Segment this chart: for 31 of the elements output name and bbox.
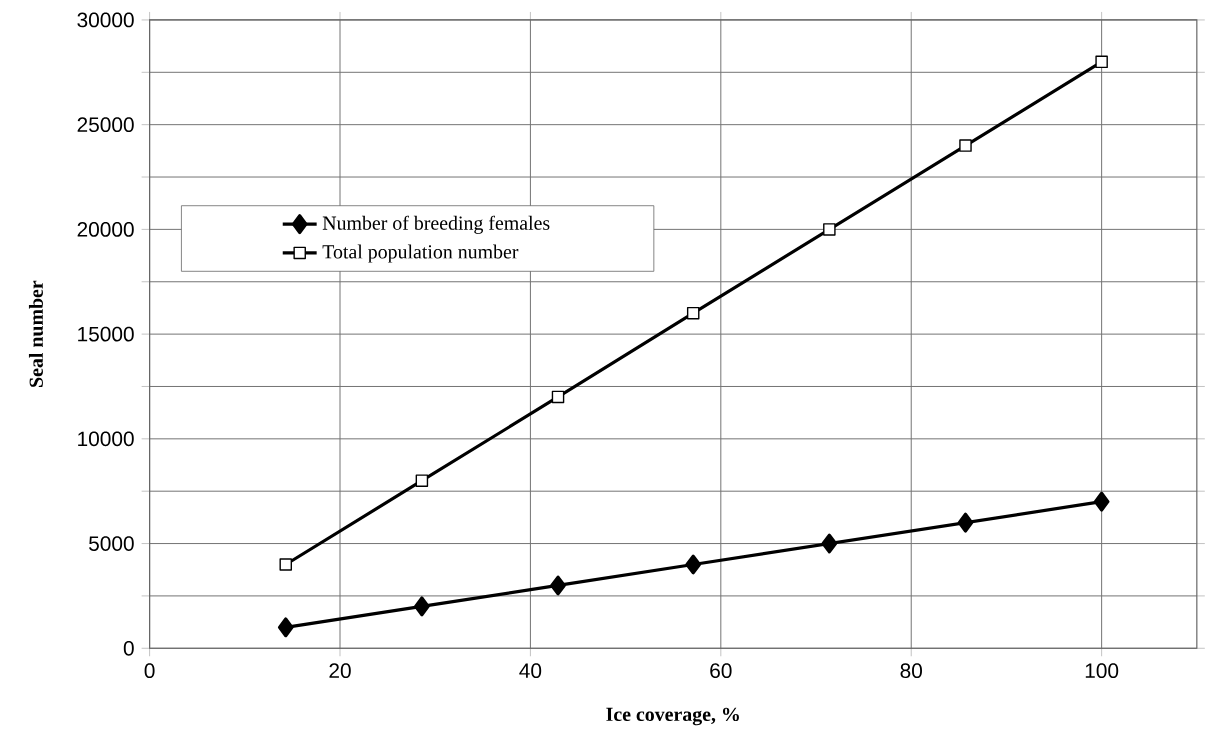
x-tick-label: 60 bbox=[710, 663, 732, 679]
x-tick-label: 40 bbox=[519, 663, 542, 679]
x-axis-title: Ice coverage, % bbox=[606, 707, 739, 726]
point bbox=[279, 558, 292, 571]
y-axis-title: Seal number bbox=[28, 280, 43, 387]
y-tick-label: 0 bbox=[123, 640, 134, 656]
y-tick-label: 20000 bbox=[77, 222, 134, 237]
point bbox=[957, 512, 974, 533]
y-tick-label: 30000 bbox=[77, 12, 134, 28]
point bbox=[823, 223, 836, 236]
point bbox=[1095, 55, 1108, 69]
point bbox=[685, 554, 702, 575]
point bbox=[415, 474, 429, 487]
point bbox=[551, 390, 565, 404]
x-tick-label: 80 bbox=[900, 663, 923, 679]
y-tick-label: 25000 bbox=[77, 117, 134, 133]
point bbox=[1093, 491, 1110, 512]
point bbox=[414, 596, 430, 617]
point bbox=[686, 306, 700, 320]
y-tick-label: 5000 bbox=[89, 536, 134, 551]
point bbox=[821, 533, 838, 554]
x-tick-label: 0 bbox=[144, 663, 155, 679]
legend-label: Number of breeding females bbox=[322, 215, 550, 234]
x-tick-label: 20 bbox=[329, 663, 351, 679]
point bbox=[550, 575, 566, 596]
y-tick-label: 10000 bbox=[78, 431, 134, 447]
legend-label: Total population number bbox=[322, 244, 519, 263]
x-tick-label: 100 bbox=[1085, 663, 1119, 679]
point bbox=[959, 139, 972, 152]
point bbox=[277, 617, 294, 638]
y-tick-label: 15000 bbox=[78, 326, 134, 342]
